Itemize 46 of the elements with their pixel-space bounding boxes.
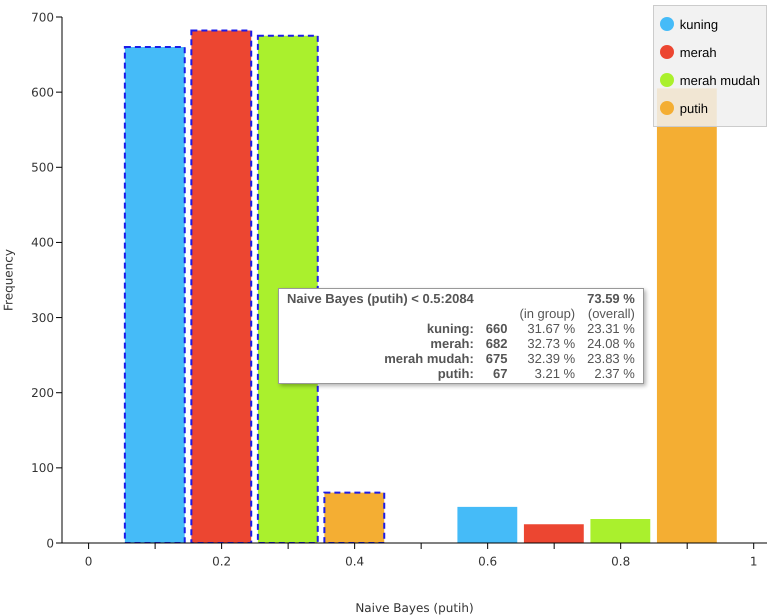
y-tick-label: 0 [46,536,54,550]
annotation: putih: [436,366,475,381]
legend-label: merah [680,44,717,60]
annotation: 32.73 % [526,336,576,351]
bar [457,506,518,543]
annotation: 660 [484,321,508,336]
x-tick-label: 0 [84,554,92,569]
annotation: 24.08 % [586,336,636,351]
annotation: merah mudah: [383,351,475,366]
bar [590,518,650,543]
annotation: 31.67 % [526,321,576,336]
y-tick-label: 400 [31,236,54,250]
x-tick-label: 1 [750,554,758,569]
y-tick-label: 500 [31,160,54,175]
annotation: 32.39 % [526,351,576,366]
y-tick-label: 200 [31,386,54,400]
x-tick-label: 0.6 [478,554,498,569]
annotation: 23.83 % [586,351,636,366]
x-tick-label: 0.4 [345,554,364,569]
annotation: (in group) [518,306,576,321]
annotation: 3.21 % [534,366,576,381]
x-tick-label: 0.8 [611,554,630,569]
y-tick-label: 300 [31,310,54,325]
annotation: 2.37 % [593,366,636,381]
annotation: 675 [484,351,508,366]
bar [124,46,186,543]
legend-label: merah mudah [680,72,760,88]
x-tick-label: 0.2 [212,554,232,569]
annotation: merah: [429,336,475,351]
annotation: 67 [492,366,508,381]
bar [524,524,584,543]
bar [190,30,252,543]
y-axis-title: Frequency [1,249,16,311]
annotation: (overall) [586,306,636,321]
annotation: kuning: [426,321,475,336]
x-axis-title: Naive Bayes (putih) [355,601,474,615]
legend-label: putih [680,100,708,116]
annotation: 73.59 % [586,291,636,306]
bar [323,492,386,543]
annotation: Naive Bayes (putih) < 0.5:2084 [286,291,475,306]
y-tick-label: 700 [31,10,54,24]
annotation: 23.31 % [586,321,636,336]
legend-label: kuning [680,16,718,32]
y-tick-label: 600 [31,85,54,100]
y-tick-label: 100 [31,461,54,476]
annotation: 682 [484,336,508,351]
